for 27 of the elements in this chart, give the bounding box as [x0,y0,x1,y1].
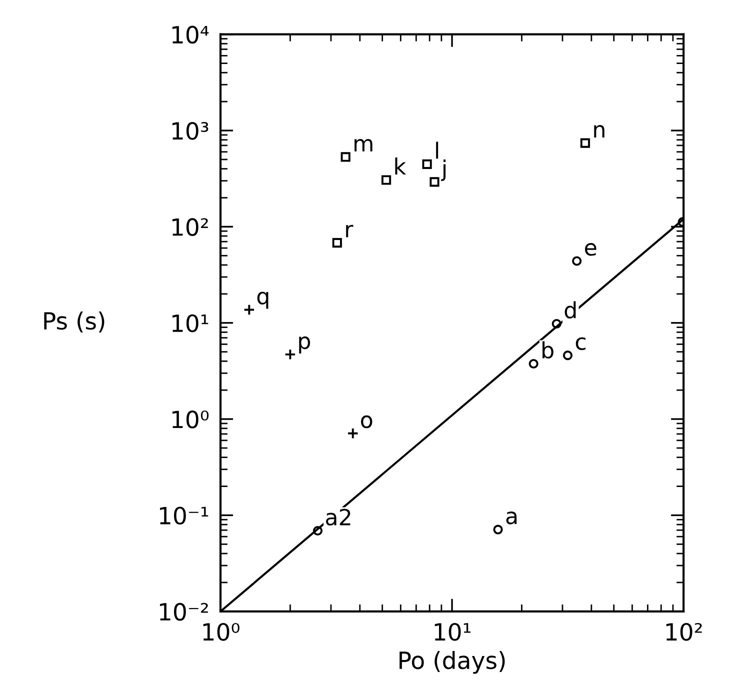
annotation: e [585,243,596,256]
y-tick-label: 10¹ [172,314,208,332]
x-tick-label: 10² [666,622,702,641]
annotation: c [576,337,586,350]
annotation: r [346,224,354,238]
annotation: q [257,292,268,309]
y-tick-label: 10⁻² [160,602,208,621]
y-tick-label: 10⁰ [172,410,209,428]
annotation: k [395,158,406,174]
x-tick-label: 10⁰ [203,622,240,641]
y-tick-label: 10² [172,218,208,236]
annotation: b [542,341,554,359]
annotation: m [354,138,372,152]
y-tick-label: 10³ [172,122,208,140]
y-axis-title: Ps (s) [44,311,104,333]
annotation: o [361,415,372,428]
annotation: l [436,142,438,159]
x-axis-title: Po (days) [400,650,505,674]
annotation: a2 [326,508,350,526]
annotation: p [299,336,310,354]
y-tick-label: 10⁻¹ [160,506,208,525]
annotation: a [506,512,517,524]
y-tick-label: 10⁴ [172,26,209,44]
annotation: n [594,125,604,138]
annotation: j [441,160,446,182]
annotation: d [564,301,576,318]
x-tick-label: 10¹ [434,622,470,641]
